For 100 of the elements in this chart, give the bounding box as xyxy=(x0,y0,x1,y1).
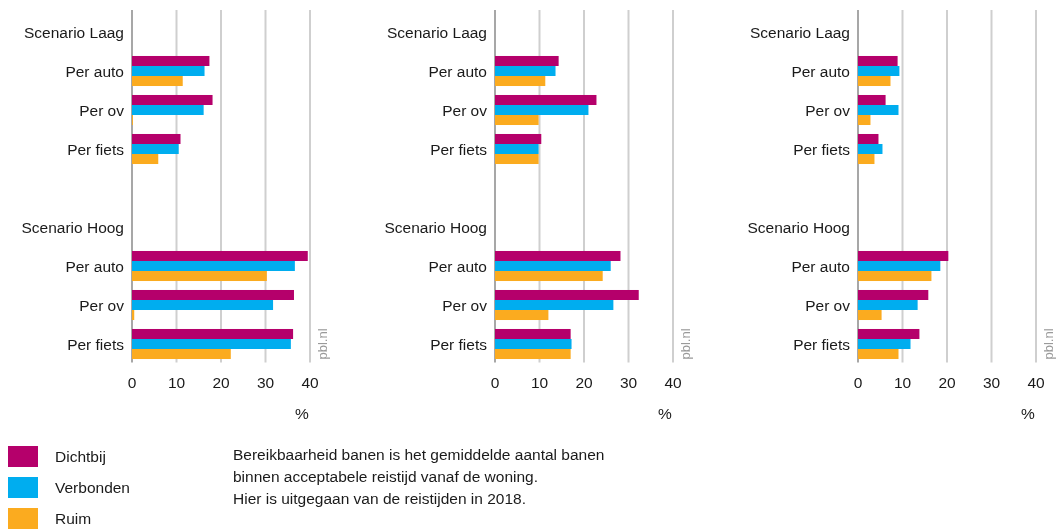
y-tick-label: Scenario Hoog xyxy=(747,218,850,236)
bar xyxy=(132,289,294,300)
bar xyxy=(858,154,875,165)
bar xyxy=(132,94,213,105)
x-tick-label: 20 xyxy=(938,374,956,391)
bar xyxy=(858,339,911,350)
x-tick-label: 10 xyxy=(530,374,549,391)
bar xyxy=(132,144,179,155)
bar xyxy=(858,76,891,87)
bar xyxy=(132,349,231,360)
y-tick-label: Scenario Laag xyxy=(750,23,850,41)
x-tick-label: 40 xyxy=(664,374,682,391)
y-tick-label: Per auto xyxy=(428,62,487,80)
y-tick-label: Per fiets xyxy=(430,140,488,158)
bar xyxy=(495,76,546,87)
x-tick-label: 30 xyxy=(619,374,638,391)
bar xyxy=(495,300,614,311)
legend-label: Verbonden xyxy=(55,479,130,496)
bar xyxy=(858,66,900,77)
y-tick-label: Per fiets xyxy=(793,335,851,353)
bar xyxy=(858,271,932,282)
x-tick-label: 40 xyxy=(301,374,319,391)
y-tick-label: Per auto xyxy=(428,257,487,275)
bar xyxy=(495,66,556,77)
bar xyxy=(495,261,611,272)
bar xyxy=(858,55,898,66)
bar xyxy=(858,94,886,105)
bar xyxy=(132,76,183,87)
bar xyxy=(495,144,539,155)
bar xyxy=(495,349,571,360)
y-tick-label: Per fiets xyxy=(67,140,125,158)
bar xyxy=(858,349,899,360)
y-tick-label: Scenario Hoog xyxy=(384,218,487,236)
bar xyxy=(495,133,542,144)
bar xyxy=(132,328,294,339)
y-tick-label: Per auto xyxy=(65,257,124,275)
bar xyxy=(858,144,883,155)
bar xyxy=(858,105,899,116)
y-tick-label: Scenario Laag xyxy=(24,23,124,41)
bar xyxy=(858,310,882,321)
text: Bereikbaarheid banen is het gemiddelde aantal banen binnen acceptabele reistijd vanaf de woning. xyxy=(233,446,605,485)
bar xyxy=(132,133,181,144)
x-tick-label: 10 xyxy=(167,374,186,391)
bar xyxy=(495,328,571,339)
y-tick-label: Per fiets xyxy=(430,335,488,353)
bar xyxy=(858,289,929,300)
y-tick-label: Per auto xyxy=(791,62,850,80)
y-tick-label: Scenario Laag xyxy=(387,23,487,41)
legend-label: Dichtbij xyxy=(55,448,106,465)
text: pbl.nl xyxy=(315,328,330,360)
bar xyxy=(858,261,941,272)
bar xyxy=(495,154,539,165)
x-tick-label: 0 xyxy=(853,374,863,391)
bar xyxy=(132,271,267,282)
bar xyxy=(132,66,205,77)
y-tick-label: Per ov xyxy=(442,101,488,119)
y-tick-label: Per auto xyxy=(791,257,850,275)
bar xyxy=(495,271,603,282)
text: pbl.nl xyxy=(1041,328,1056,360)
x-tick-label: 40 xyxy=(1027,374,1045,391)
bar xyxy=(858,250,949,261)
bar xyxy=(132,55,210,66)
x-axis-title: % xyxy=(295,405,310,422)
x-tick-label: 0 xyxy=(127,374,137,391)
bar xyxy=(132,339,291,350)
x-tick-label: 30 xyxy=(982,374,1001,391)
y-tick-label: Per ov xyxy=(442,296,488,314)
x-tick-label: 0 xyxy=(490,374,500,391)
y-tick-label: Per auto xyxy=(65,62,124,80)
legend-label: Ruim xyxy=(55,510,92,527)
bar xyxy=(495,105,589,116)
bar xyxy=(132,310,135,321)
text: Hier is uitgegaan van de reistijden in 2018. xyxy=(233,490,526,507)
y-tick-label: Per ov xyxy=(805,296,851,314)
text: pbl.nl xyxy=(678,328,693,360)
y-tick-label: Per ov xyxy=(79,101,125,119)
y-tick-label: Per fiets xyxy=(793,140,851,158)
x-axis-title: % xyxy=(658,405,673,422)
bar xyxy=(132,154,159,165)
bar xyxy=(858,133,879,144)
y-tick-label: Per ov xyxy=(79,296,125,314)
x-tick-label: 10 xyxy=(893,374,912,391)
bar xyxy=(858,115,871,126)
y-tick-label: Scenario Hoog xyxy=(21,218,124,236)
x-tick-label: 20 xyxy=(575,374,593,391)
bar xyxy=(495,250,621,261)
bar xyxy=(858,300,918,311)
x-axis-title: % xyxy=(1021,405,1036,422)
bar xyxy=(495,289,639,300)
y-tick-label: Per fiets xyxy=(67,335,125,353)
bar xyxy=(495,94,597,105)
x-tick-label: 30 xyxy=(256,374,275,391)
bar xyxy=(495,339,572,350)
bar xyxy=(132,105,204,116)
x-tick-label: 20 xyxy=(212,374,230,391)
bar xyxy=(132,300,274,311)
y-tick-label: Per ov xyxy=(805,101,851,119)
bar xyxy=(132,261,295,272)
bar xyxy=(495,115,539,126)
bar xyxy=(858,328,920,339)
